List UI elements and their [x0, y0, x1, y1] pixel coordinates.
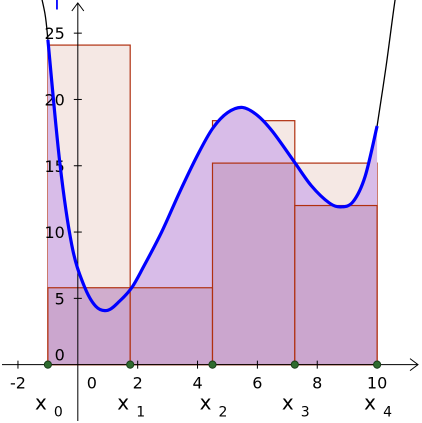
- partition-sub-4: 4: [383, 405, 392, 421]
- lower-rect-1: [47, 287, 131, 366]
- y-tick-label-10: 10: [44, 223, 64, 242]
- y-axis-arrow: [71, 2, 85, 12]
- partition-sub-0: 0: [54, 405, 63, 421]
- partition-label-2: x: [200, 391, 212, 415]
- x-tick-label-2: 2: [133, 374, 143, 393]
- x-tick-label-0: 0: [87, 374, 97, 393]
- partition-points: [43, 360, 382, 369]
- outer-curve-left: [41, 0, 49, 40]
- partition-label-0: x: [35, 391, 47, 415]
- y-tick-label-0: 0: [55, 346, 65, 365]
- x-tick-label-6: 6: [252, 374, 262, 393]
- y-tick-label-25: 25: [44, 24, 64, 43]
- partition-point-2: [208, 360, 217, 369]
- outer-curve-right: [376, 0, 396, 127]
- labels: fx 0 x 1 x 2 x 3 x 4: [35, 0, 392, 421]
- partition-sub-1: 1: [136, 405, 145, 421]
- lower-rect-2: [129, 287, 214, 366]
- partition-label-4: x: [364, 391, 376, 415]
- partition-sub-3: 3: [301, 405, 310, 421]
- x-tick-label-4: 4: [192, 374, 202, 393]
- partition-point-0: [43, 360, 52, 369]
- partition-point-3: [290, 360, 299, 369]
- y-tick-label-5: 5: [55, 289, 65, 308]
- curves: [41, 0, 396, 313]
- lower-rect-4: [294, 204, 378, 366]
- x-tick-label-8: 8: [312, 374, 322, 393]
- lower-rect-3: [211, 162, 296, 366]
- partition-label-1: x: [117, 391, 129, 415]
- x-tick-label-10: 10: [367, 374, 387, 393]
- function-label: f: [54, 0, 62, 14]
- x-tick-label--2: -2: [10, 374, 26, 393]
- partition-point-1: [126, 360, 135, 369]
- partition-point-4: [373, 360, 382, 369]
- x-axis-arrow: [409, 358, 419, 372]
- partition-label-3: x: [282, 391, 294, 415]
- partition-sub-2: 2: [218, 405, 227, 421]
- lower-rectangles: [47, 162, 378, 366]
- function-curve: [46, 39, 379, 313]
